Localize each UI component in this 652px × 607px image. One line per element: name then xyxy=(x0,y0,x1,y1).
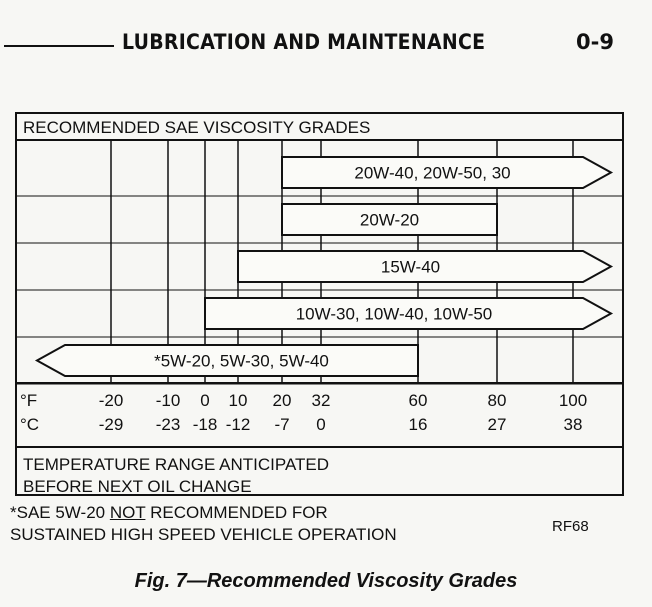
fahrenheit-tick-label: 60 xyxy=(409,391,428,410)
celsius-tick-label: 38 xyxy=(564,415,583,434)
viscosity-chart-svg: RECOMMENDED SAE VISCOSITY GRADES 20W-40, … xyxy=(17,118,622,494)
celsius-tick-label: -18 xyxy=(193,415,218,434)
fahrenheit-tick-label: 32 xyxy=(312,391,331,410)
footnote: *SAE 5W-20 NOT RECOMMENDED FOR SUSTAINED… xyxy=(10,502,397,546)
fahrenheit-tick-label: 20 xyxy=(273,391,292,410)
celsius-tick-label: 16 xyxy=(409,415,428,434)
range-bar-label: *5W-20, 5W-30, 5W-40 xyxy=(154,352,329,371)
page-number: 0-9 xyxy=(576,30,614,54)
footnote-suffix: RECOMMENDED FOR xyxy=(145,503,328,522)
range-bar-label: 20W-40, 20W-50, 30 xyxy=(354,164,510,183)
range-bar-label: 15W-40 xyxy=(381,258,440,277)
celsius-tick-label: -29 xyxy=(99,415,124,434)
fahrenheit-tick-label: 100 xyxy=(559,391,587,410)
footnote-line-1: *SAE 5W-20 NOT RECOMMENDED FOR xyxy=(10,502,397,524)
footnote-line-2: SUSTAINED HIGH SPEED VEHICLE OPERATION xyxy=(10,525,397,544)
fahrenheit-tick-label: 0 xyxy=(200,391,209,410)
range-bar xyxy=(281,156,614,189)
range-bar xyxy=(237,250,614,283)
range-bar xyxy=(281,203,498,236)
celsius-tick-label: -23 xyxy=(156,415,181,434)
celsius-tick-label: -12 xyxy=(226,415,251,434)
celsius-tick-label: 27 xyxy=(488,415,507,434)
viscosity-chart: RECOMMENDED SAE VISCOSITY GRADES 20W-40, … xyxy=(15,112,624,496)
fahrenheit-tick-label: 80 xyxy=(488,391,507,410)
page-header-title: LUBRICATION AND MAINTENANCE xyxy=(122,30,486,54)
fahrenheit-unit-label: °F xyxy=(20,391,37,410)
range-bar xyxy=(204,297,614,330)
figure-ref-code: RF68 xyxy=(552,518,589,535)
chart-title: RECOMMENDED SAE VISCOSITY GRADES xyxy=(23,118,370,137)
header-rule xyxy=(4,45,114,47)
celsius-tick-label: -7 xyxy=(274,415,289,434)
fahrenheit-tick-label: -20 xyxy=(99,391,124,410)
footnote-prefix: *SAE 5W-20 xyxy=(10,503,110,522)
range-bar-label: 10W-30, 10W-40, 10W-50 xyxy=(296,305,493,324)
range-bar-label: 20W-20 xyxy=(360,211,419,230)
celsius-tick-label: 0 xyxy=(316,415,325,434)
range-bar xyxy=(34,344,419,377)
fahrenheit-tick-label: 10 xyxy=(229,391,248,410)
fahrenheit-tick-label: -10 xyxy=(156,391,181,410)
celsius-unit-label: °C xyxy=(20,415,39,434)
footnote-emphasis: NOT xyxy=(109,503,146,522)
x-axis-caption-line: BEFORE NEXT OIL CHANGE xyxy=(23,477,252,494)
figure-caption: Fig. 7—Recommended Viscosity Grades xyxy=(134,570,518,592)
x-axis-caption-line: TEMPERATURE RANGE ANTICIPATED xyxy=(23,455,329,474)
